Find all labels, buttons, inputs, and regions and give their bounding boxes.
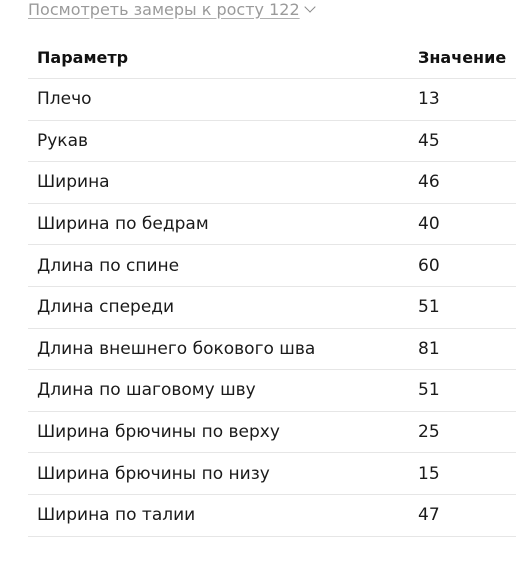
- header-param: Параметр: [37, 48, 129, 67]
- header-value: Значение: [418, 48, 507, 67]
- table-row: Длина по спине 60: [28, 245, 516, 287]
- row-param: Ширина брючины по низу: [37, 463, 270, 484]
- row-value: 60: [418, 255, 440, 276]
- row-param: Рукав: [37, 130, 89, 151]
- row-value: 51: [418, 380, 440, 401]
- row-value: 13: [418, 89, 440, 110]
- row-value: 25: [418, 422, 440, 443]
- row-param: Ширина брючины по верху: [37, 422, 280, 443]
- row-param: Ширина по талии: [37, 505, 196, 526]
- row-param: Длина спереди: [37, 297, 175, 318]
- row-value: 51: [418, 297, 440, 318]
- row-param: Длина по спине: [37, 255, 180, 276]
- chevron-down-icon: [303, 1, 316, 13]
- row-param: Длина внешнего бокового шва: [37, 338, 316, 359]
- table-row: Ширина брючины по низу 15: [28, 453, 516, 495]
- row-value: 15: [418, 463, 440, 484]
- table-row: Длина спереди 51: [28, 287, 516, 329]
- row-value: 47: [418, 505, 440, 526]
- table-row: Ширина 46: [28, 162, 516, 204]
- row-value: 40: [418, 214, 440, 235]
- measurements-table: Параметр Значение Плечо 13 Рукав 45 Шири…: [28, 37, 516, 537]
- view-measurements-label: Посмотреть замеры к росту 122: [28, 0, 300, 19]
- row-param: Ширина: [37, 172, 110, 193]
- table-header-row: Параметр Значение: [28, 37, 516, 79]
- row-value: 45: [418, 130, 440, 151]
- table-row: Длина по шаговому шву 51: [28, 370, 516, 412]
- table-row: Ширина по бедрам 40: [28, 204, 516, 246]
- table-row: Плечо 13: [28, 79, 516, 121]
- row-param: Длина по шаговому шву: [37, 380, 256, 401]
- table-row: Длина внешнего бокового шва 81: [28, 329, 516, 371]
- row-value: 81: [418, 338, 440, 359]
- view-measurements-toggle[interactable]: Посмотреть замеры к росту 122: [28, 0, 316, 21]
- row-param: Плечо: [37, 89, 92, 110]
- table-row: Ширина по талии 47: [28, 495, 516, 537]
- table-row: Ширина брючины по верху 25: [28, 412, 516, 454]
- row-param: Ширина по бедрам: [37, 214, 209, 235]
- row-value: 46: [418, 172, 440, 193]
- table-row: Рукав 45: [28, 121, 516, 163]
